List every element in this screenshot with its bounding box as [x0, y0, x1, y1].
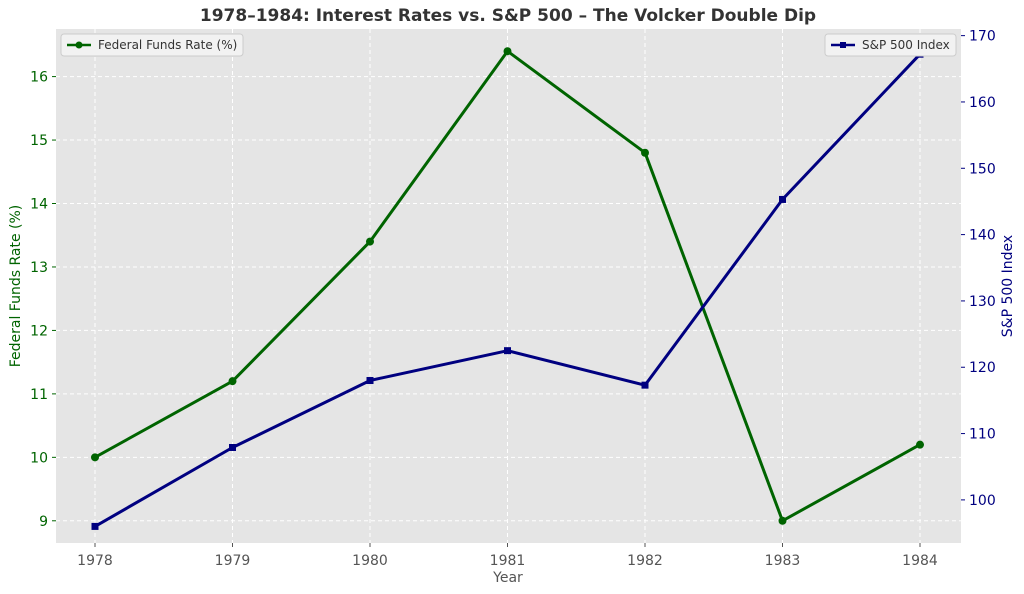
y-left-tick-label: 9 — [39, 514, 48, 530]
x-tick-label: 1979 — [215, 553, 251, 569]
y-left-tick-label: 11 — [30, 387, 48, 403]
x-axis-label: Year — [492, 570, 523, 586]
y-left-axis-label: Federal Funds Rate (%) — [8, 205, 24, 368]
fed-funds-point — [228, 377, 237, 386]
y-right-tick-label: 100 — [969, 493, 996, 509]
y-right-tick-label: 150 — [969, 161, 996, 177]
sp500-point — [366, 377, 374, 385]
sp500-point — [504, 347, 511, 355]
legend-left-marker — [75, 41, 83, 49]
x-tick-label: 1982 — [627, 553, 663, 569]
legend-right-marker — [840, 42, 846, 48]
y-left-tick-label: 15 — [30, 133, 48, 149]
fed-funds-point — [916, 440, 924, 449]
fed-funds-point — [778, 516, 787, 525]
legend-right: S&P 500 Index — [824, 33, 957, 57]
chart-title: 1978–1984: Interest Rates vs. S&P 500 – … — [200, 6, 816, 26]
y-right-tick-label: 170 — [969, 29, 996, 45]
x-tick-label: 1980 — [352, 553, 388, 569]
x-tick-label: 1984 — [902, 553, 938, 569]
y-right-tick-label: 160 — [969, 95, 996, 111]
y-right-tick-label: 110 — [969, 427, 996, 443]
sp500-point — [641, 381, 649, 389]
y-left-tick-label: 14 — [30, 197, 48, 213]
fed-funds-point — [91, 453, 99, 462]
y-left-tick-label: 10 — [30, 450, 48, 466]
plot-background — [56, 29, 961, 543]
legend-left-box — [60, 33, 244, 57]
y-right-tick-label: 120 — [969, 360, 996, 376]
x-tick-label: 1981 — [490, 553, 526, 569]
fed-funds-point — [503, 47, 512, 56]
y-left-tick-label: 16 — [30, 70, 48, 86]
y-right-tick-label: 140 — [969, 228, 996, 244]
y-right-axis-label: S&P 500 Index — [1000, 235, 1016, 337]
sp500-point — [91, 522, 99, 530]
y-right-tick-label: 130 — [969, 294, 996, 310]
x-tick-label: 1978 — [77, 553, 113, 569]
fed-funds-point — [641, 148, 649, 157]
y-left-tick-label: 12 — [30, 323, 48, 339]
series — [91, 47, 924, 530]
sp500-point — [229, 443, 236, 451]
y-left-tick-label: 13 — [30, 260, 48, 276]
legend-left-label: Federal Funds Rate (%) — [98, 38, 237, 52]
legend-right-label: S&P 500 Index — [862, 38, 950, 52]
legend-right-box — [824, 33, 957, 57]
sp500-point — [779, 195, 786, 203]
legend-left: Federal Funds Rate (%) — [60, 33, 244, 57]
fed-funds-point — [366, 237, 374, 246]
ticks: 1978 1979 1980 1981 1982 1983 1984 9 10 11 12 13 14 1… — [30, 29, 996, 569]
x-tick-label: 1983 — [765, 553, 801, 569]
